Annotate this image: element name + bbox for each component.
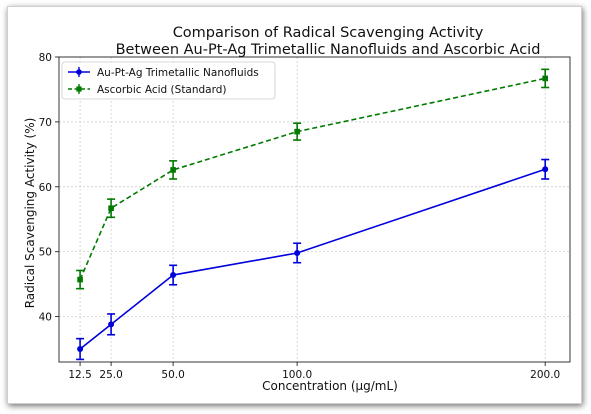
y-tick-label: 60 (39, 182, 52, 194)
series-2-line (79, 77, 546, 280)
series-1 (76, 158, 550, 361)
x-tick-label: 100.0 (282, 369, 312, 381)
series-2-point (77, 276, 83, 283)
series-2-point (170, 167, 176, 173)
y-axis-ticks: 40 50 60 70 80 (39, 52, 59, 324)
series-1-point (170, 272, 177, 279)
series-1-point (77, 346, 84, 353)
series-2-point (294, 128, 300, 135)
y-axis-label: Radical Scavenging Activity (%) (23, 118, 37, 309)
legend-box (61, 61, 276, 100)
chart-title-line-2: Between Au-Pt-Ag Trimetallic Nanofluids … (116, 42, 541, 58)
x-axis-ticks: 12.5 25.0 50.0 100.0 200.0 (68, 362, 560, 381)
y-tick-label: 80 (39, 52, 52, 64)
legend-entry-1-marker (76, 69, 82, 75)
series-2 (76, 68, 550, 290)
x-tick-label: 12.5 (68, 369, 91, 381)
legend: Au-Pt-Ag Trimetallic Nanofluids Ascorbic … (61, 61, 276, 100)
legend-entry-1-label: Au-Pt-Ag Trimetallic Nanofluids (97, 67, 259, 79)
legend-entry-2-marker (76, 86, 82, 92)
plot-area (58, 56, 571, 363)
legend-entry-2-label: Ascorbic Acid (Standard) (97, 84, 227, 96)
x-tick-label: 25.0 (99, 369, 122, 381)
y-tick-label: 40 (39, 312, 52, 324)
series-2-point (108, 205, 114, 212)
series-1-point (108, 321, 115, 328)
chart-title-line-1: Comparison of Radical Scavenging Activit… (173, 25, 484, 41)
legend-entry-2: Ascorbic Acid (Standard) (68, 84, 227, 96)
series-1-point (294, 249, 301, 256)
y-tick-label: 50 (39, 247, 52, 259)
grid (59, 56, 570, 362)
series-1-point (542, 166, 549, 173)
y-tick-label: 70 (39, 117, 52, 129)
series-2-point (542, 75, 548, 82)
series-1-line (79, 168, 546, 350)
x-tick-label: 50.0 (161, 369, 184, 381)
legend-entry-1: Au-Pt-Ag Trimetallic Nanofluids (68, 67, 259, 79)
x-tick-label: 200.0 (530, 369, 560, 381)
series-layer (76, 68, 550, 361)
x-axis-label: Concentration (µg/mL) (262, 379, 398, 393)
